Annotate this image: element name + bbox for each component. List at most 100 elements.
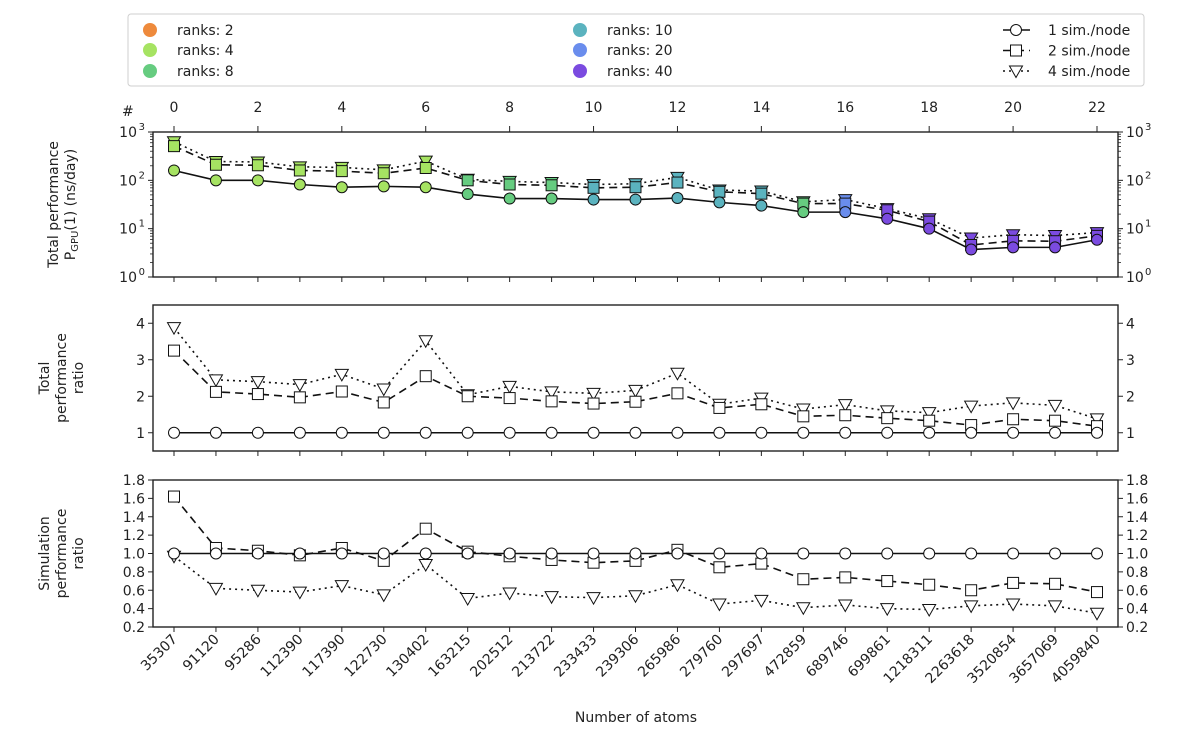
series-line-square: [173, 350, 1098, 427]
point-triangle: [670, 579, 685, 593]
point-circle: [209, 426, 222, 439]
point-circle: [797, 426, 810, 439]
point-circle: [629, 426, 642, 439]
point-triangle: [292, 379, 308, 393]
y-tick-label: 1.8: [123, 473, 145, 489]
y-tick-label: 0.6: [123, 583, 145, 599]
point-square: [545, 179, 558, 192]
point-circle: [1049, 241, 1062, 254]
y-tick-exponent: 0: [1145, 267, 1151, 278]
top-axis-tick-label: 6: [421, 100, 430, 116]
point-circle: [713, 196, 726, 209]
legend-style-label: 1 sim./node: [1048, 23, 1130, 39]
point-triangle: [963, 232, 979, 246]
point-circle: [1091, 547, 1103, 560]
point-circle: [503, 426, 516, 439]
point-square: [671, 176, 684, 189]
point-square: [587, 397, 600, 410]
point-circle: [965, 426, 978, 439]
point-circle: [587, 426, 600, 439]
y-tick-label: 4: [1126, 316, 1135, 332]
point-circle: [419, 181, 432, 194]
point-triangle: [544, 591, 559, 605]
point-circle: [713, 426, 726, 439]
point-square: [209, 158, 222, 171]
y-tick-label: 1.4: [1126, 510, 1148, 526]
point-circle: [965, 243, 978, 256]
point-triangle: [921, 407, 937, 421]
legend-frame: [127, 13, 1145, 87]
point-circle: [629, 547, 642, 560]
top-axis-tick-label: 20: [1004, 100, 1022, 116]
legend-rank-marker: [573, 43, 587, 57]
point-circle: [881, 547, 894, 560]
y-axis-title-line1: Simulation: [37, 516, 53, 591]
point-square: [209, 385, 222, 398]
y-axis-title-unit: (1) (ns/day): [63, 149, 79, 231]
point-circle: [671, 547, 684, 560]
y-tick-label: 1.8: [1126, 473, 1148, 489]
point-triangle: [670, 367, 685, 381]
point-circle: [168, 547, 180, 560]
point-circle: [419, 426, 432, 439]
point-triangle: [1005, 397, 1021, 411]
point-circle: [671, 192, 684, 205]
point-circle: [503, 192, 516, 205]
point-circle: [545, 547, 558, 560]
point-square: [755, 557, 768, 570]
point-square: [713, 561, 726, 574]
point-circle: [209, 174, 222, 187]
point-triangle: [879, 603, 895, 617]
top-axis-tick-label: 16: [836, 100, 854, 116]
y-tick-exponent: 1: [139, 219, 145, 230]
point-square: [419, 370, 432, 383]
x-axis-title: Number of atoms: [575, 710, 697, 726]
point-square: [881, 412, 894, 425]
point-circle: [335, 426, 348, 439]
point-square: [168, 140, 180, 153]
point-circle: [377, 426, 390, 439]
y-tick-label: 10: [1126, 222, 1144, 238]
y-tick-label: 10: [1126, 125, 1144, 141]
point-square: [1007, 413, 1020, 426]
point-circle: [251, 174, 264, 187]
y-tick-label: 1.4: [123, 510, 145, 526]
point-circle: [1091, 426, 1103, 439]
point-circle: [629, 193, 642, 206]
top-axis-tick-label: 4: [337, 100, 346, 116]
point-circle: [251, 426, 264, 439]
top-axis-tick-label: 0: [170, 100, 179, 116]
y-axis-title-symbol: P: [63, 252, 79, 260]
point-circle: [587, 547, 600, 560]
panel-3: 0.2 0.2 0.4 0.4 0.6 0.6 0.8 0.8 1.0 1.0 1.2 1.2 1.4 1…: [37, 473, 1148, 636]
series-line-triangle-down: [173, 140, 1098, 239]
point-triangle: [250, 376, 266, 390]
point-square: [839, 571, 852, 584]
point-circle: [839, 547, 852, 560]
panel-2: 1 1 2 2 3 3 4 4 Total performance ratio: [37, 304, 1135, 456]
y-tick-label: 1: [1126, 426, 1135, 442]
point-square: [419, 161, 432, 174]
y-tick-label: 1.2: [123, 528, 145, 544]
point-triangle: [208, 374, 224, 388]
point-circle: [713, 547, 726, 560]
point-circle: [755, 426, 768, 439]
point-square: [1091, 586, 1103, 599]
point-circle: [335, 181, 348, 194]
point-triangle: [418, 335, 434, 349]
y-tick-exponent: 3: [139, 122, 145, 133]
point-square: [1049, 577, 1062, 590]
point-square: [881, 575, 894, 588]
y-axis-title-line3: ratio: [71, 362, 87, 394]
top-axis-tick-label: 18: [920, 100, 938, 116]
legend: ranks: 2 ranks: 4 ranks: 8 ranks: 10 ranks: …: [127, 13, 1145, 87]
y-tick-label: 0.4: [123, 602, 145, 618]
point-square: [629, 395, 642, 408]
legend-rank-label: ranks: 8: [177, 64, 234, 80]
top-axis-tick-label: 12: [669, 100, 687, 116]
point-circle: [587, 193, 600, 206]
y-tick-label: 1.2: [1126, 528, 1148, 544]
point-triangle: [837, 399, 853, 413]
